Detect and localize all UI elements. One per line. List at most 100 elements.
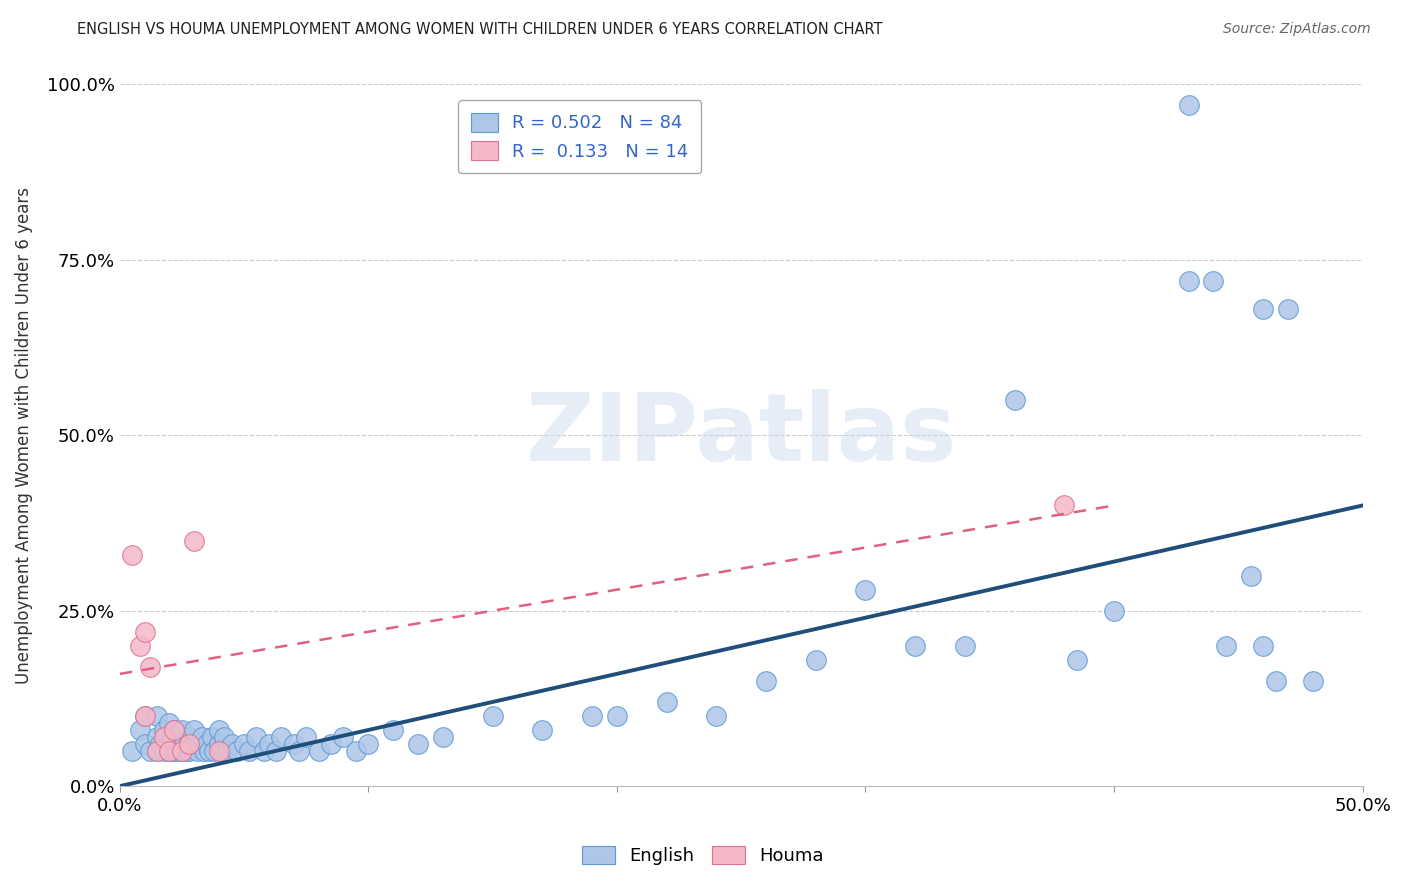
- Point: [215, 744, 238, 758]
- Point: [176, 744, 198, 758]
- Point: [153, 744, 176, 758]
- Point: [183, 533, 205, 548]
- Point: [382, 723, 405, 737]
- Legend: English, Houma: English, Houma: [575, 838, 831, 872]
- Point: [245, 730, 267, 744]
- Point: [153, 723, 176, 737]
- Point: [270, 730, 292, 744]
- Point: [332, 730, 354, 744]
- Point: [855, 582, 877, 597]
- Point: [170, 744, 193, 758]
- Point: [1102, 604, 1125, 618]
- Point: [1251, 639, 1274, 653]
- Point: [179, 730, 201, 744]
- Point: [208, 737, 231, 751]
- Point: [186, 744, 208, 758]
- Text: ZIPatlas: ZIPatlas: [526, 389, 957, 482]
- Point: [283, 737, 305, 751]
- Point: [1004, 393, 1026, 408]
- Point: [183, 723, 205, 737]
- Legend: R = 0.502   N = 84, R =  0.133   N = 14: R = 0.502 N = 84, R = 0.133 N = 14: [458, 101, 702, 173]
- Point: [128, 639, 150, 653]
- Point: [170, 744, 193, 758]
- Point: [193, 744, 215, 758]
- Text: ENGLISH VS HOUMA UNEMPLOYMENT AMONG WOMEN WITH CHILDREN UNDER 6 YEARS CORRELATIO: ENGLISH VS HOUMA UNEMPLOYMENT AMONG WOME…: [77, 22, 883, 37]
- Point: [1066, 653, 1088, 667]
- Point: [581, 709, 603, 723]
- Point: [179, 737, 201, 751]
- Point: [212, 730, 235, 744]
- Point: [432, 730, 454, 744]
- Point: [257, 737, 280, 751]
- Point: [238, 744, 260, 758]
- Point: [704, 709, 727, 723]
- Point: [904, 639, 927, 653]
- Point: [357, 737, 380, 751]
- Point: [191, 730, 214, 744]
- Point: [319, 737, 342, 751]
- Point: [755, 673, 778, 688]
- Point: [159, 744, 181, 758]
- Point: [138, 660, 160, 674]
- Text: Source: ZipAtlas.com: Source: ZipAtlas.com: [1223, 22, 1371, 37]
- Point: [211, 744, 233, 758]
- Point: [225, 744, 247, 758]
- Point: [138, 744, 160, 758]
- Point: [1251, 301, 1274, 316]
- Point: [655, 695, 678, 709]
- Point: [1215, 639, 1237, 653]
- Point: [134, 709, 156, 723]
- Point: [146, 744, 169, 758]
- Point: [160, 730, 183, 744]
- Point: [159, 737, 181, 751]
- Point: [1177, 274, 1199, 288]
- Point: [195, 737, 218, 751]
- Point: [169, 737, 191, 751]
- Point: [166, 744, 188, 758]
- Point: [170, 723, 193, 737]
- Point: [221, 737, 243, 751]
- Point: [1302, 673, 1324, 688]
- Point: [128, 723, 150, 737]
- Point: [121, 744, 143, 758]
- Point: [163, 723, 186, 737]
- Point: [295, 730, 318, 744]
- Point: [153, 730, 176, 744]
- Point: [208, 744, 231, 758]
- Point: [146, 709, 169, 723]
- Point: [173, 737, 195, 751]
- Point: [208, 723, 231, 737]
- Point: [253, 744, 276, 758]
- Point: [188, 737, 211, 751]
- Point: [134, 709, 156, 723]
- Point: [953, 639, 976, 653]
- Point: [159, 744, 181, 758]
- Point: [201, 730, 224, 744]
- Point: [531, 723, 554, 737]
- Point: [121, 548, 143, 562]
- Point: [159, 716, 181, 731]
- Point: [804, 653, 827, 667]
- Point: [163, 723, 186, 737]
- Point: [179, 744, 201, 758]
- Point: [1177, 98, 1199, 112]
- Point: [287, 744, 309, 758]
- Point: [134, 737, 156, 751]
- Point: [1053, 499, 1076, 513]
- Y-axis label: Unemployment Among Women with Children Under 6 years: Unemployment Among Women with Children U…: [15, 186, 32, 684]
- Point: [163, 744, 186, 758]
- Point: [266, 744, 288, 758]
- Point: [1240, 568, 1263, 582]
- Point: [406, 737, 429, 751]
- Point: [146, 730, 169, 744]
- Point: [606, 709, 628, 723]
- Point: [1277, 301, 1299, 316]
- Point: [134, 624, 156, 639]
- Point: [198, 744, 221, 758]
- Point: [308, 744, 330, 758]
- Point: [481, 709, 503, 723]
- Point: [146, 744, 169, 758]
- Point: [148, 737, 170, 751]
- Point: [344, 744, 367, 758]
- Point: [183, 737, 205, 751]
